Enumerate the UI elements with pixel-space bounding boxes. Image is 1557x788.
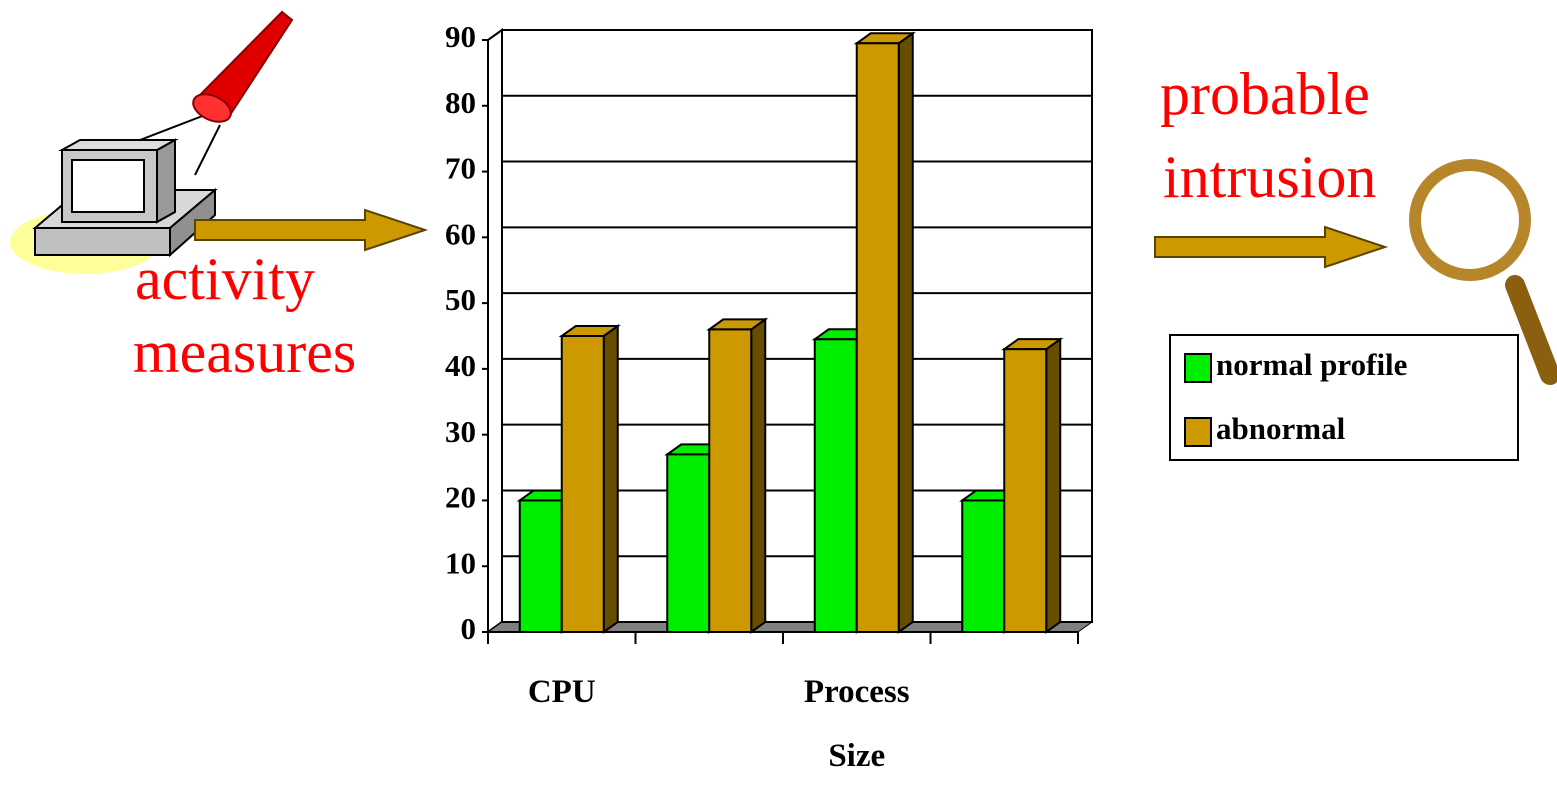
bar <box>813 338 858 633</box>
page: activity measures probable intrusion 0 10… <box>10 10 1557 774</box>
y-tick-label: 80 <box>445 85 476 120</box>
bar <box>666 453 711 633</box>
y-tick-label: 50 <box>445 282 476 317</box>
y-tick-label: 40 <box>445 348 476 383</box>
x-tick-label: CPU <box>527 674 596 710</box>
legend-swatch <box>1184 353 1212 383</box>
y-tick-label: 0 <box>461 611 477 646</box>
bar <box>518 499 563 634</box>
arrow <box>194 208 1389 269</box>
legend-box <box>1169 334 1519 461</box>
bar <box>560 335 605 633</box>
y-tick-label: 90 <box>445 19 476 54</box>
bar <box>855 42 900 634</box>
annotation: activity <box>135 246 315 312</box>
annotation: measures <box>133 319 356 385</box>
bar <box>708 328 753 633</box>
annotation: intrusion <box>1163 144 1376 210</box>
magnifier-icon <box>1409 159 1557 385</box>
diagram: activity measures probable intrusion 0 10… <box>10 10 1557 646</box>
y-tick-label: 20 <box>445 480 476 515</box>
y-tick-label: 70 <box>445 151 476 186</box>
flashlight-icon <box>139 10 294 176</box>
legend-swatch <box>1184 417 1212 447</box>
y-tick-label: 60 <box>445 216 476 251</box>
x-tick-label: Process Size <box>803 674 910 774</box>
legend-label: normal profile <box>1216 347 1407 382</box>
side-wall <box>487 28 503 634</box>
y-tick-label: 10 <box>445 545 476 580</box>
bar-side <box>1045 337 1062 634</box>
y-tick-label: 30 <box>445 414 476 449</box>
bar-side <box>602 324 619 634</box>
computer-icon <box>10 138 218 274</box>
bar <box>961 499 1006 634</box>
bar <box>1003 348 1048 633</box>
bar-side <box>750 317 767 634</box>
bar-side <box>897 31 914 634</box>
annotation: probable <box>1160 61 1370 127</box>
chart: 0 10 20 30 40 50 60 70 80 90 normal profile abnorma… <box>445 19 1519 646</box>
legend-label: abnormal <box>1216 411 1346 446</box>
